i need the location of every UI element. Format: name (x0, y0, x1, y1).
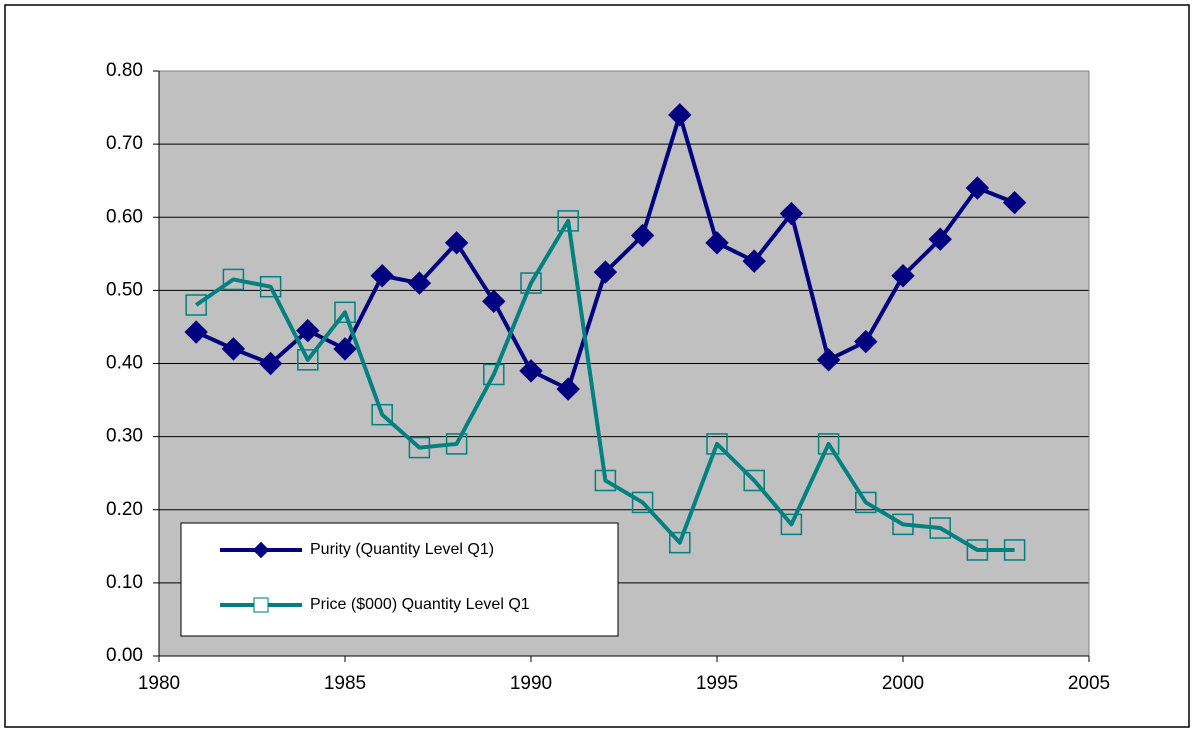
legend: Purity (Quantity Level Q1) Price ($000) Q… (180, 522, 619, 637)
marker (892, 513, 914, 536)
y-tick-label: 0.60 (106, 206, 143, 227)
x-tick-label: 1990 (510, 673, 552, 694)
x-tick-label: 1985 (324, 673, 366, 694)
marker (185, 294, 207, 316)
marker (444, 231, 469, 255)
y-tick-label: 0.20 (106, 499, 143, 520)
marker (855, 491, 877, 514)
marker (631, 491, 654, 514)
marker (253, 597, 269, 613)
marker (816, 348, 841, 372)
marker (519, 359, 543, 383)
x-tick-label: 1980 (138, 673, 180, 694)
marker (520, 272, 542, 294)
marker (593, 260, 618, 284)
marker (928, 227, 952, 251)
marker (334, 301, 356, 324)
marker (184, 320, 208, 344)
series-line (195, 218, 1015, 552)
y-tick-label: 0.30 (106, 426, 143, 447)
marker (630, 223, 655, 248)
legend-label: Price ($000) Quantity Level Q1 (310, 596, 530, 613)
marker (780, 513, 803, 536)
marker (297, 349, 319, 371)
marker (706, 433, 728, 455)
marker (258, 351, 283, 376)
marker (965, 176, 990, 200)
marker (668, 103, 692, 127)
marker (854, 329, 878, 354)
marker (1002, 190, 1027, 215)
marker (296, 318, 320, 343)
marker (483, 363, 505, 386)
legend-label: Purity (Quantity Level Q1) (310, 541, 494, 558)
y-tick-label: 0.00 (106, 645, 143, 666)
y-tick-label: 0.70 (106, 133, 143, 154)
marker (779, 201, 804, 226)
marker (557, 210, 579, 232)
marker (742, 249, 766, 273)
x-tick-label: 1995 (696, 673, 738, 694)
marker (445, 433, 468, 455)
marker (743, 469, 765, 492)
marker (817, 433, 840, 455)
marker (705, 231, 729, 255)
x-tick-label: 2000 (882, 673, 924, 694)
marker (669, 531, 691, 554)
marker (371, 403, 393, 426)
marker (252, 541, 270, 559)
marker (891, 264, 915, 288)
marker (482, 289, 506, 314)
marker (222, 268, 245, 291)
marker (966, 539, 989, 561)
marker (370, 264, 394, 288)
marker (594, 469, 617, 492)
marker (259, 275, 282, 298)
y-tick-label: 0.80 (106, 60, 143, 81)
y-tick-label: 0.50 (106, 279, 143, 300)
marker (333, 337, 357, 361)
marker (929, 517, 951, 539)
y-tick-label: 0.10 (106, 572, 143, 593)
y-tick-label: 0.40 (106, 353, 143, 374)
marker (408, 436, 431, 459)
x-tick-label: 2005 (1068, 673, 1110, 694)
legend-box (180, 522, 619, 637)
marker (407, 271, 432, 295)
marker (221, 337, 246, 361)
marker (556, 377, 580, 401)
marker (1003, 539, 1026, 561)
